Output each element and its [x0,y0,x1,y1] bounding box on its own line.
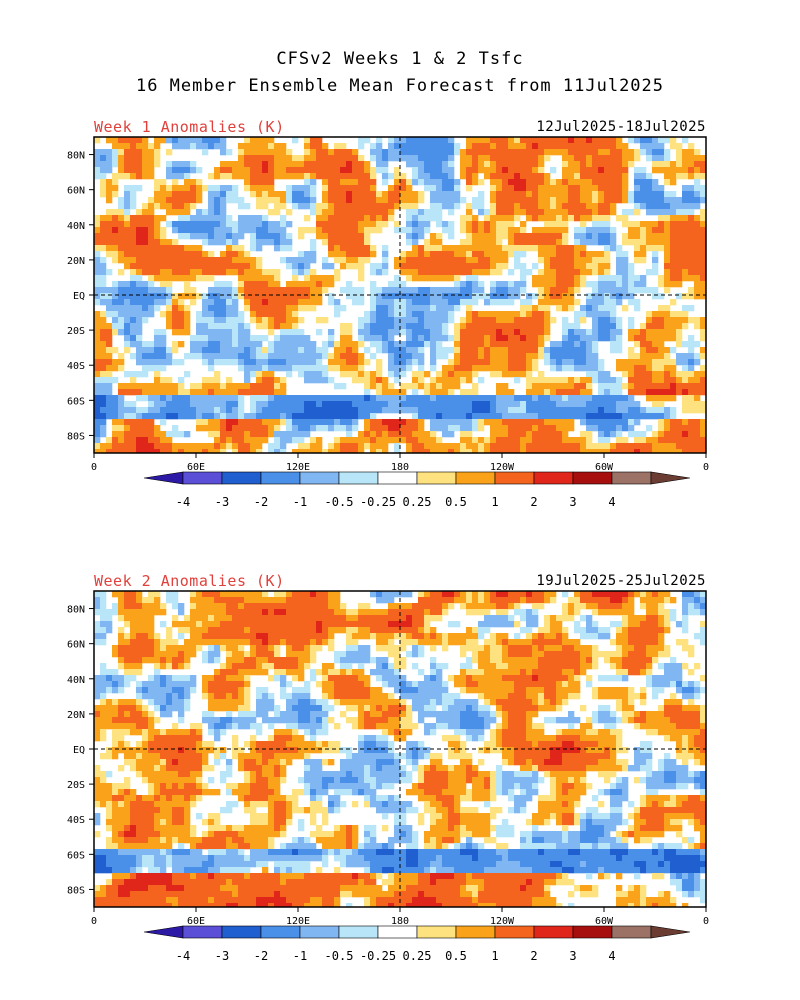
colorbar-label: -2 [254,495,268,509]
lat-tick-label: 20S [67,326,85,337]
colorbar-segment [572,471,613,485]
colorbar-min-arrow [143,471,184,485]
colorbar-segment [533,925,574,939]
lat-tick-label: 80S [67,885,85,896]
colorbar-label: -3 [215,495,229,509]
lon-tick-label: 0 [703,916,709,927]
lon-tick-label: 60W [595,462,614,473]
colorbar-segment [260,925,301,939]
colorbar-segment [455,471,496,485]
lon-tick-label: 60E [187,462,205,473]
colorbar-segment [377,925,418,939]
colorbar-label: -4 [176,949,190,963]
lat-tick-label: 60N [67,640,85,651]
main-title-line2: 16 Member Ensemble Mean Forecast from 11… [135,76,665,96]
lon-tick-label: 180 [391,916,409,927]
lat-tick-label: 40N [67,221,85,232]
colorbar-max-arrow [650,925,691,939]
colorbar-segment [182,925,223,939]
colorbar-segment [299,471,340,485]
lat-tick-label: 80N [67,151,85,162]
lat-tick-label: 20S [67,780,85,791]
lon-tick-label: 0 [91,462,97,473]
colorbar-segment [455,925,496,939]
lat-tick-label: 80S [67,431,85,442]
colorbar-segment [494,471,535,485]
colorbar-label: 4 [608,495,615,509]
lon-tick-label: 120W [490,916,515,927]
panel1-dates: 12Jul2025-18Jul2025 [536,119,706,135]
lon-tick-label: 180 [391,462,409,473]
lat-tick-label: EQ [73,291,85,302]
colorbar-label: 1 [491,949,498,963]
lon-tick-label: 120E [286,462,310,473]
colorbar-label: -1 [293,949,307,963]
colorbar-label: -4 [176,495,190,509]
colorbar: -4 -3 -2 -1 -0.5 -0.25 0.25 0.5 1 2 3 4 [143,471,691,509]
lat-tick-label: 60N [67,186,85,197]
colorbar-segment [494,925,535,939]
colorbar-segment [338,925,379,939]
colorbar-label: -1 [293,495,307,509]
colorbar-label: 3 [569,495,576,509]
colorbar-label: 3 [569,949,576,963]
panel1-label: Week 1 Anomalies (K) [94,118,285,136]
colorbar-segment [182,471,223,485]
colorbar-label: 0.5 [445,495,467,509]
lon-tick-label: 120E [286,916,310,927]
colorbar-label: -0.25 [360,949,396,963]
colorbar-label: -3 [215,949,229,963]
lat-tick-label: 60S [67,396,85,407]
lat-tick-label: 60S [67,850,85,861]
colorbar-segment [377,471,418,485]
colorbar-label: -0.5 [325,495,354,509]
colorbar-segment [221,471,262,485]
colorbar-label: 2 [530,949,537,963]
colorbar-label: -2 [254,949,268,963]
colorbar-label: 1 [491,495,498,509]
lat-tick-label: 20N [67,256,85,267]
lon-tick-label: 0 [91,916,97,927]
colorbar-segment [416,925,457,939]
anomaly-field [94,137,706,453]
colorbar-label: 0.25 [403,949,432,963]
lat-tick-label: 40S [67,361,85,372]
lat-tick-label: 40S [67,815,85,826]
colorbar-segment [338,471,379,485]
panel2-label: Week 2 Anomalies (K) [94,572,285,590]
colorbar-label: 0.25 [403,495,432,509]
colorbar-max-arrow [650,471,691,485]
lat-tick-label: EQ [73,745,85,756]
anomaly-field [94,591,706,907]
colorbar-segment [221,925,262,939]
colorbar-label: -0.25 [360,495,396,509]
colorbar-label: -0.5 [325,949,354,963]
lon-tick-label: 60E [187,916,205,927]
lat-tick-label: 40N [67,675,85,686]
panel2-dates: 19Jul2025-25Jul2025 [536,573,706,589]
colorbar-label: 0.5 [445,949,467,963]
colorbar-label: 4 [608,949,615,963]
colorbar-segment [572,925,613,939]
lat-tick-label: 20N [67,710,85,721]
colorbar-segment [611,925,652,939]
colorbar-segment [533,471,574,485]
colorbar-label: 2 [530,495,537,509]
colorbar-min-arrow [143,925,184,939]
colorbar-segment [416,471,457,485]
colorbar: -4 -3 -2 -1 -0.5 -0.25 0.25 0.5 1 2 3 4 [143,925,691,963]
lon-tick-label: 0 [703,462,709,473]
colorbar-segment [299,925,340,939]
colorbar-segment [260,471,301,485]
colorbar-segment [611,471,652,485]
lat-tick-label: 80N [67,605,85,616]
main-title-line1: CFSv2 Weeks 1 & 2 Tsfc [276,49,524,69]
lon-tick-label: 120W [490,462,515,473]
lon-tick-label: 60W [595,916,614,927]
